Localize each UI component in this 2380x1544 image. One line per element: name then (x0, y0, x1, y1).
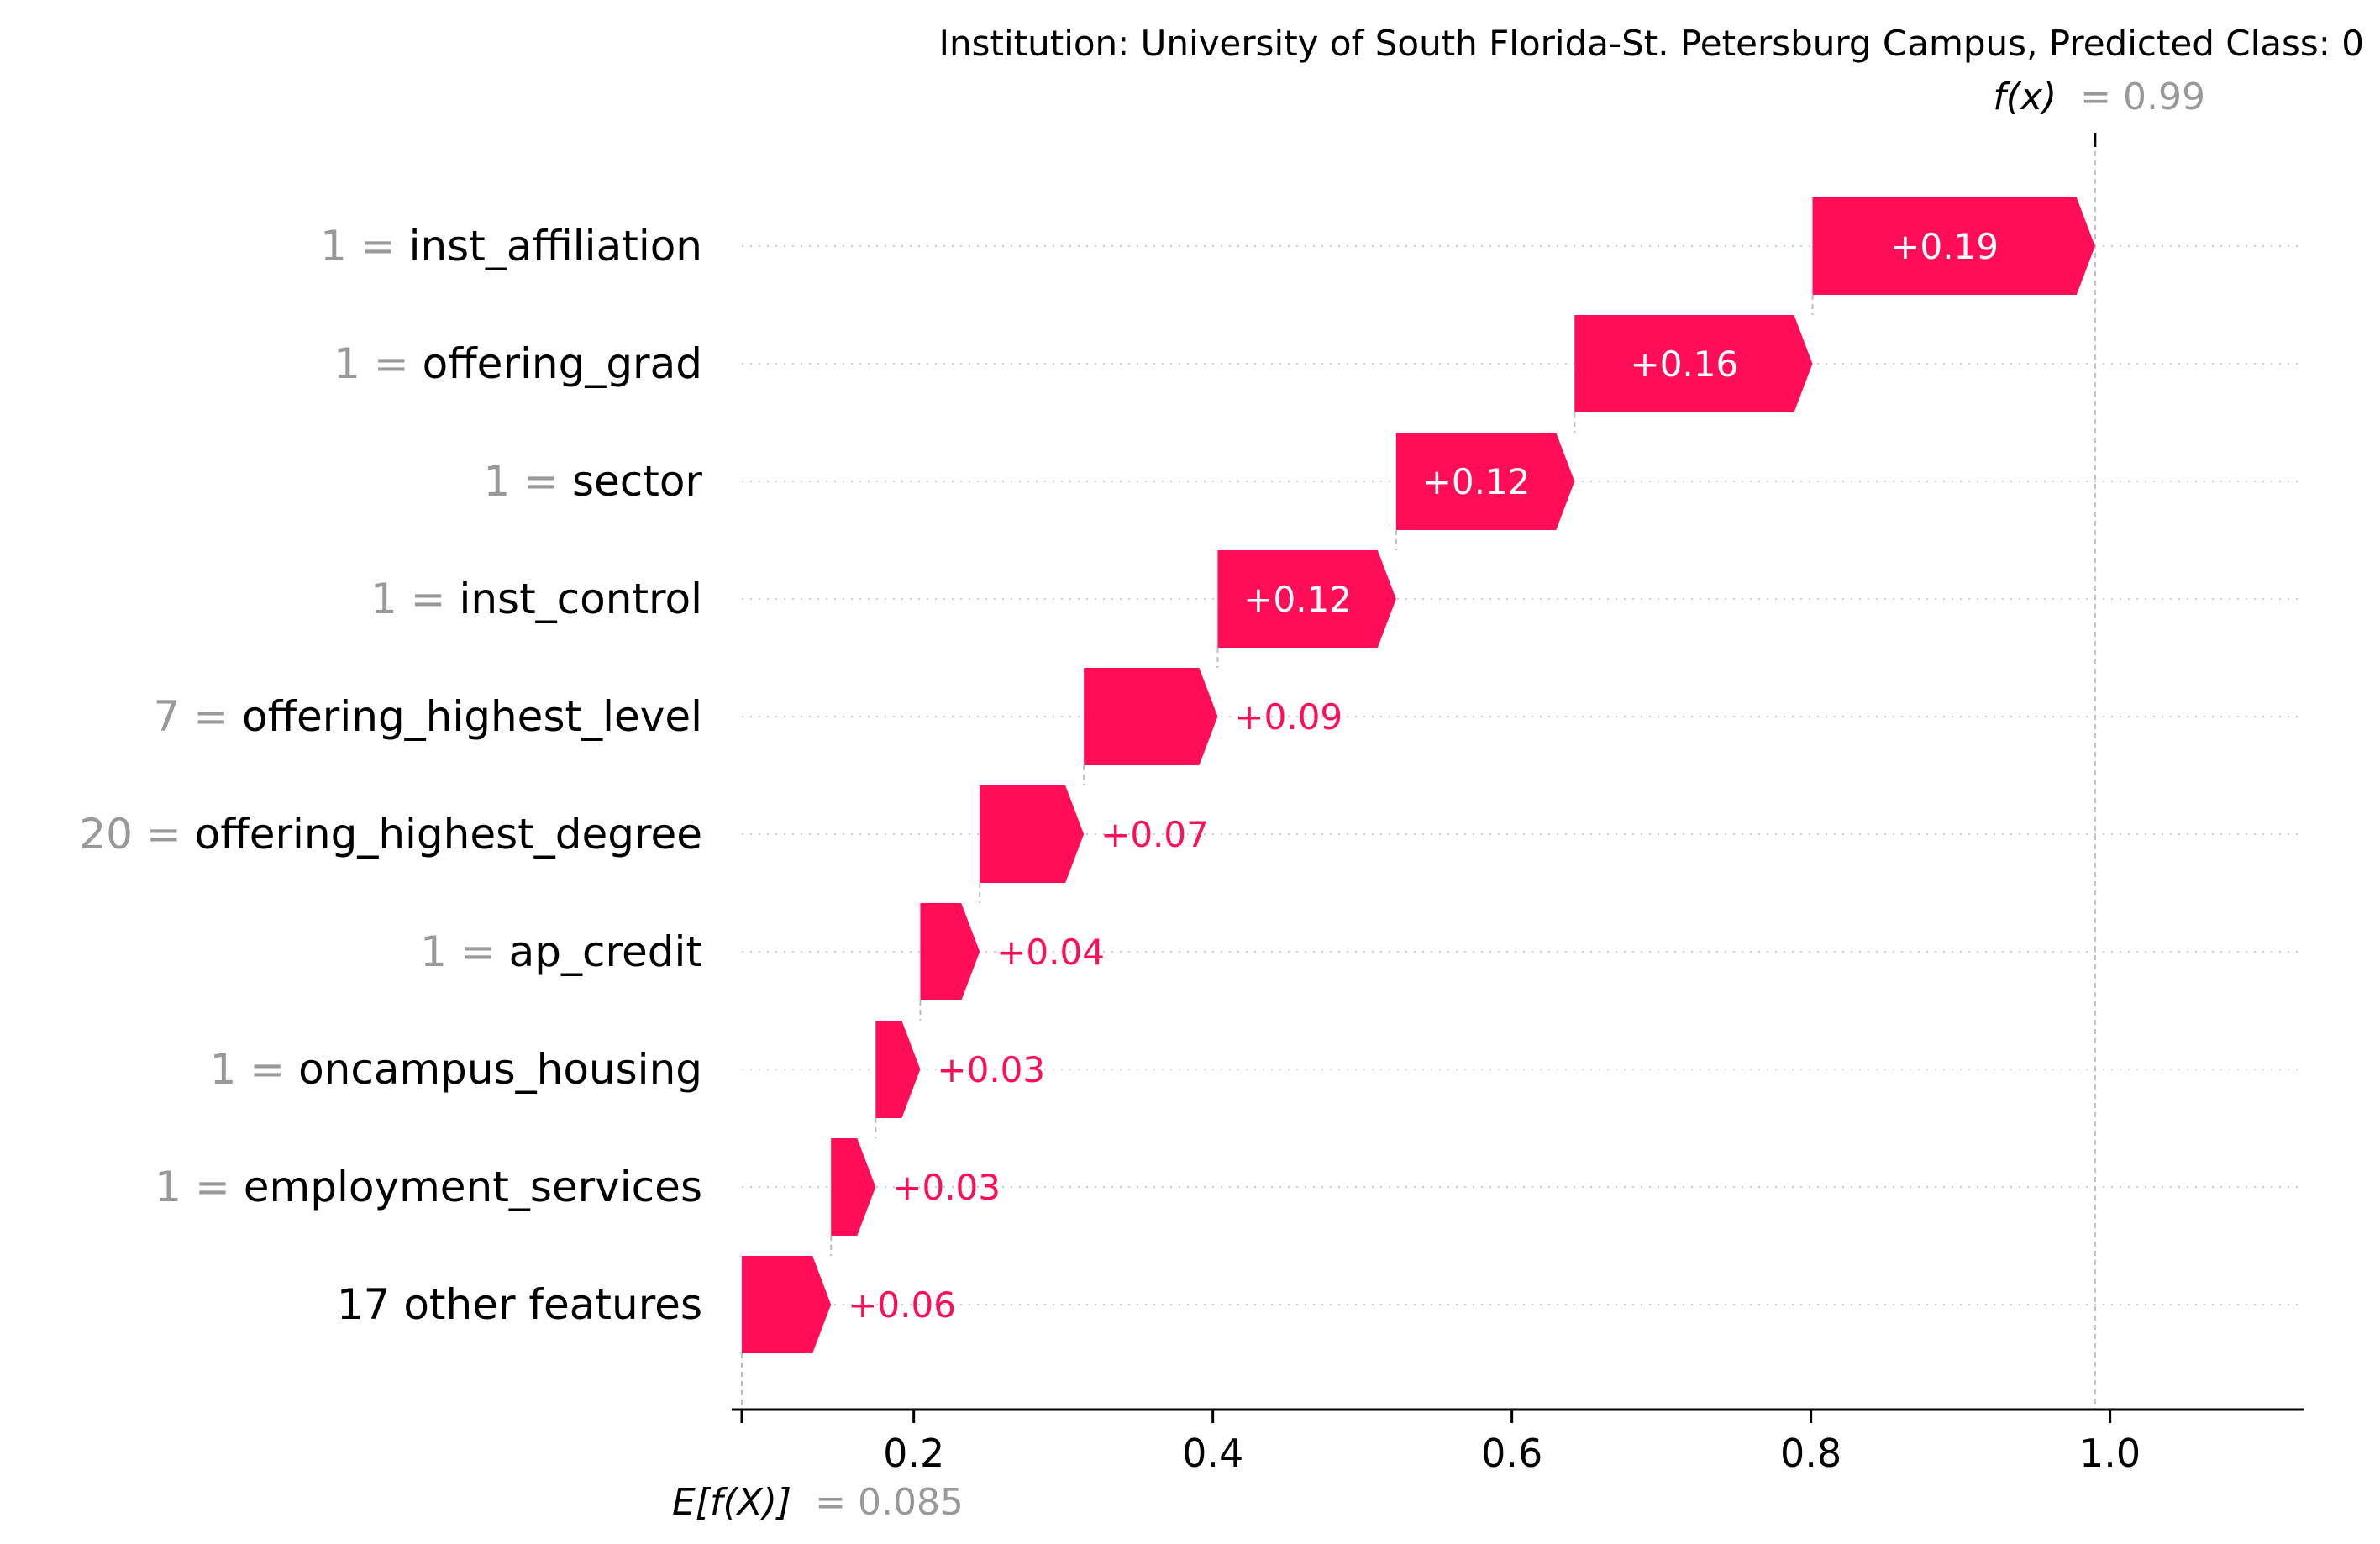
feature-name: inst_control (459, 575, 702, 623)
bar-value-label: +0.03 (937, 1049, 1045, 1090)
feature-name: ap_credit (509, 927, 702, 976)
x-tick-label: 0.6 (1481, 1431, 1542, 1476)
fx-symbol: f(x) (1993, 76, 2057, 118)
feature-label: 1 = inst_control (370, 575, 702, 623)
feature-label: 1 = offering_grad (334, 339, 702, 388)
feature-value: 1 = (334, 339, 423, 388)
feature-label: 1 = inst_affiliation (320, 222, 702, 270)
efx-value: = 0.085 (815, 1481, 964, 1524)
feature-name: inst_affiliation (409, 222, 702, 270)
bar-value-label: +0.12 (1422, 461, 1531, 502)
bar-value-label: +0.19 (1890, 226, 1999, 267)
bar-2 (1395, 433, 1575, 530)
feature-name: offering_highest_level (242, 692, 702, 741)
bars: +0.19 +0.16 +0.12 +0.12 +0.09 +0.07 +0.04 +0.03… (742, 197, 2095, 1353)
fx-value: = 0.99 (2080, 76, 2205, 118)
feature-label: 1 = sector (483, 457, 702, 506)
svg-text:f(x) = 0.99: f(x) = 0.99 (1993, 76, 2205, 118)
feature-value: 7 = (154, 692, 243, 741)
feature-value: 1 = (420, 927, 509, 976)
feature-value: 1 = (210, 1045, 299, 1094)
x-tick-label: 1.0 (2079, 1431, 2141, 1476)
bar-7 (875, 1021, 921, 1118)
x-tick-label: 0.2 (883, 1431, 944, 1476)
bar-8 (831, 1138, 876, 1236)
bar-value-label: +0.12 (1243, 579, 1352, 620)
bar-0 (1812, 197, 2095, 295)
x-axis: 0.2 0.4 0.6 0.8 1.0 (732, 1408, 2304, 1476)
bar-value-label: +0.07 (1101, 814, 1209, 855)
feature-label: 1 = employment_services (155, 1163, 702, 1211)
feature-name: oncampus_housing (298, 1045, 702, 1094)
bar-value-label: +0.06 (848, 1284, 956, 1326)
bar-5 (980, 785, 1085, 883)
efx-symbol: E[f(X)] (672, 1481, 791, 1524)
bar-value-label: +0.04 (996, 932, 1105, 973)
feature-value: 1 = (370, 575, 460, 623)
feature-name: offering_highest_degree (195, 810, 702, 859)
bar-value-label: +0.03 (892, 1167, 1001, 1208)
feature-label: 20 = offering_highest_degree (79, 810, 702, 859)
feature-label: 1 = oncampus_housing (210, 1045, 702, 1094)
svg-text:E[f(X)] = 0.085: E[f(X)] = 0.085 (672, 1481, 964, 1524)
feature-label: 17 other features (337, 1280, 702, 1329)
bar-4 (1084, 668, 1218, 765)
feature-name: 17 other features (337, 1280, 702, 1329)
bar-3 (1217, 550, 1396, 648)
gridlines (741, 133, 2304, 1425)
bar-1 (1574, 315, 1813, 412)
bar-6 (920, 903, 980, 1000)
feature-value: 1 = (155, 1163, 244, 1211)
feature-value: 20 = (79, 810, 194, 859)
chart-title: Institution: University of South Florida… (939, 23, 2364, 64)
feature-value: 1 = (483, 457, 572, 506)
bar-9 (742, 1256, 832, 1353)
feature-label: 1 = ap_credit (420, 927, 702, 976)
feature-name: sector (572, 457, 702, 506)
bar-value-label: +0.09 (1234, 696, 1342, 738)
bar-value-label: +0.16 (1631, 344, 1739, 385)
x-tick-label: 0.4 (1182, 1431, 1243, 1476)
feature-name: employment_services (244, 1163, 702, 1211)
base-annotation: E[f(X)] = 0.085 (672, 1481, 964, 1524)
feature-value: 1 = (320, 222, 409, 270)
feature-label: 7 = offering_highest_level (154, 692, 703, 741)
feature-name: offering_grad (423, 339, 702, 388)
output-annotation: f(x) = 0.99 (1993, 76, 2205, 118)
x-tick-label: 0.8 (1780, 1431, 1841, 1476)
